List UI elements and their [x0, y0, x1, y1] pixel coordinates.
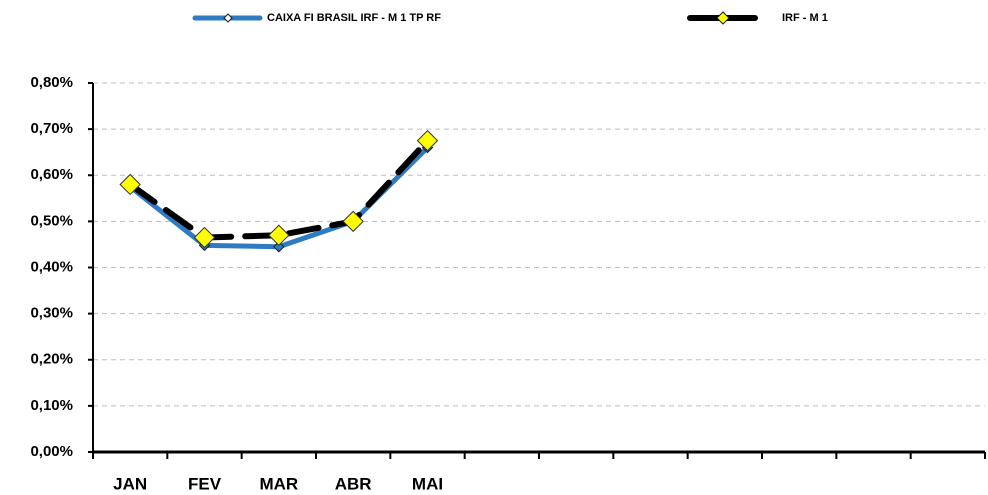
marker	[273, 241, 285, 253]
legend-marker	[223, 13, 233, 23]
x-tick-label: MAI	[412, 474, 443, 493]
marker	[268, 224, 290, 246]
y-tick-label: 0,60%	[30, 166, 73, 183]
y-tick-label: 0,30%	[30, 305, 73, 322]
y-tick-label: 0,00%	[30, 443, 73, 460]
x-tick-label: JAN	[113, 474, 147, 493]
marker	[193, 226, 216, 249]
x-tick-label: ABR	[335, 474, 372, 493]
legend-marker	[716, 11, 730, 25]
y-tick-label: 0,20%	[30, 351, 73, 368]
series-line	[127, 137, 431, 241]
legend-label: CAIXA FI BRASIL IRF - M 1 TP RF	[267, 12, 441, 24]
y-tick-label: 0,40%	[30, 258, 73, 275]
marker	[342, 210, 364, 233]
x-tick-label: FEV	[188, 474, 222, 493]
marker	[416, 129, 439, 152]
y-tick-label: 0,10%	[30, 397, 73, 414]
y-tick-label: 0,80%	[30, 74, 73, 91]
legend-label: IRF - M 1	[782, 12, 828, 24]
marker	[119, 173, 141, 196]
y-tick-label: 0,70%	[30, 120, 73, 137]
x-tick-label: MAR	[259, 474, 298, 493]
y-tick-label: 0,50%	[30, 212, 73, 229]
